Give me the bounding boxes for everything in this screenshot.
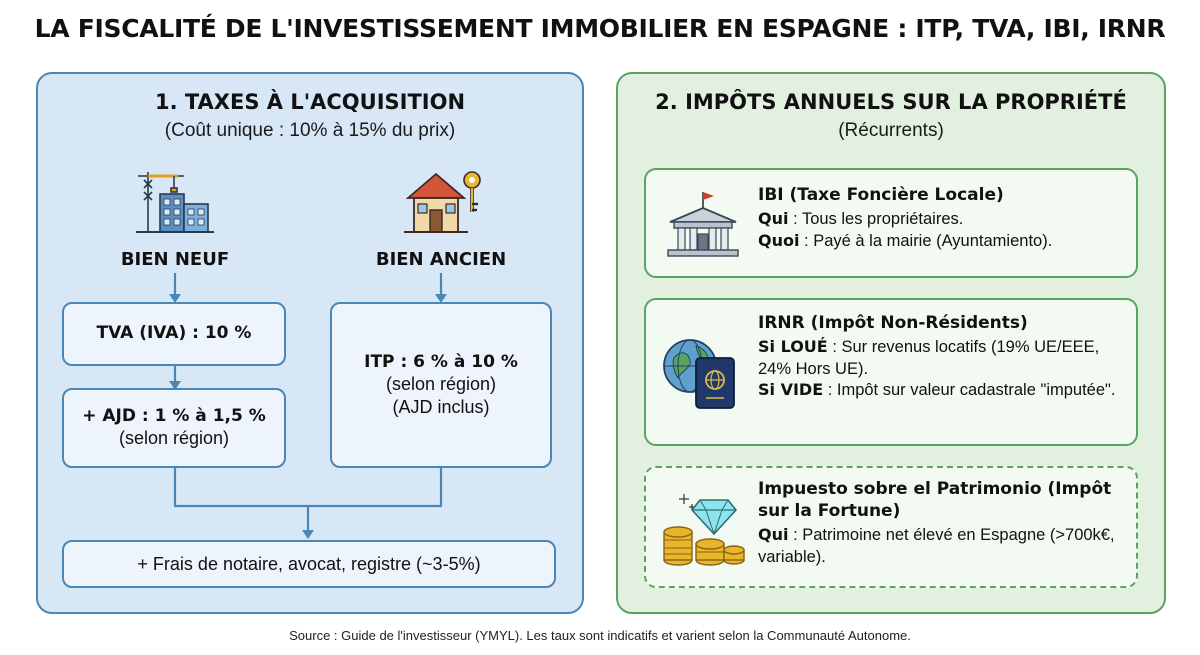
acquisition-taxes-panel: 1. TAXES À L'ACQUISITION (Coût unique : … bbox=[36, 72, 584, 614]
ajd-box: + AJD : 1 % à 1,5 % (selon région) bbox=[62, 388, 286, 468]
irnr-rented-key: Si LOUÉ bbox=[758, 337, 828, 357]
patrimonio-title: Impuesto sobre el Patrimonio (Impôt sur … bbox=[758, 479, 1112, 522]
acquisition-panel-title: 1. TAXES À L'ACQUISITION bbox=[154, 90, 466, 114]
connector-merge bbox=[173, 468, 443, 508]
arrowhead-vat bbox=[169, 294, 181, 303]
annual-panel-header: 2. IMPÔTS ANNUELS SUR LA PROPRIÉTÉ (Récu… bbox=[618, 90, 1164, 142]
old-property-label: BIEN ANCIEN bbox=[375, 249, 507, 270]
annual-taxes-panel: 2. IMPÔTS ANNUELS SUR LA PROPRIÉTÉ (Récu… bbox=[616, 72, 1166, 614]
annual-panel-subtitle: (Récurrents) bbox=[838, 120, 944, 141]
ibi-who-value: : Tous les propriétaires. bbox=[788, 210, 964, 229]
annual-panel-title: 2. IMPÔTS ANNUELS SUR LA PROPRIÉTÉ bbox=[655, 90, 1127, 114]
patrimonio-text: Impuesto sobre el Patrimonio (Impôt sur … bbox=[758, 478, 1122, 568]
arrowhead-fees bbox=[302, 530, 314, 539]
irnr-empty-line: Si VIDE : Impôt sur valeur cadastrale "i… bbox=[758, 380, 1122, 401]
ibi-what-value: : Payé à la mairie (Ayuntamiento). bbox=[799, 231, 1053, 250]
itp-note-region: (selon région) bbox=[385, 374, 497, 395]
ibi-text: IBI (Taxe Foncière Locale) Qui : Tous le… bbox=[758, 184, 1122, 252]
irnr-empty-key: Si VIDE bbox=[758, 379, 824, 399]
ibi-card: IBI (Taxe Foncière Locale) Qui : Tous le… bbox=[644, 168, 1138, 278]
construction-building-icon bbox=[136, 172, 214, 233]
patrimonio-who-key: Qui bbox=[758, 525, 789, 545]
patrimonio-who-line: Qui : Patrimoine net élevé en Espagne (>… bbox=[758, 525, 1122, 568]
irnr-rented-line: Si LOUÉ : Sur revenus locatifs (19% UE/E… bbox=[758, 337, 1122, 380]
arrowhead-itp bbox=[435, 294, 447, 303]
itp-note-ajd: (AJD inclus) bbox=[392, 396, 490, 417]
arrowhead-ajd bbox=[169, 381, 181, 390]
house-key-icon bbox=[404, 171, 481, 233]
ajd-note-text: (selon région) bbox=[118, 428, 230, 449]
irnr-card: IRNR (Impôt Non-Résidents) Si LOUÉ : Sur… bbox=[644, 298, 1138, 446]
fees-box: + Frais de notaire, avocat, registre (~3… bbox=[62, 540, 556, 588]
vat-rate-text: TVA (IVA) : 10 % bbox=[96, 323, 252, 344]
fees-text: + Frais de notaire, avocat, registre (~3… bbox=[137, 553, 481, 574]
ajd-rate-text: + AJD : 1 % à 1,5 % bbox=[82, 406, 266, 427]
flow-connectors bbox=[169, 273, 447, 539]
patrimonio-who-value: : Patrimoine net élevé en Espagne (>700k… bbox=[758, 526, 1115, 566]
patrimonio-card: Impuesto sobre el Patrimonio (Impôt sur … bbox=[644, 466, 1138, 588]
ibi-what-line: Quoi : Payé à la mairie (Ayuntamiento). bbox=[758, 231, 1122, 252]
new-property-label: BIEN NEUF bbox=[120, 249, 230, 270]
vat-box: TVA (IVA) : 10 % bbox=[62, 302, 286, 366]
irnr-title: IRNR (Impôt Non-Résidents) bbox=[758, 313, 1028, 333]
ibi-who-key: Qui bbox=[758, 209, 789, 229]
itp-box: ITP : 6 % à 10 % (selon région) (AJD inc… bbox=[330, 302, 552, 468]
town-hall-icon bbox=[667, 192, 739, 257]
acquisition-panel-subtitle: (Coût unique : 10% à 15% du prix) bbox=[164, 120, 456, 141]
acquisition-panel-header: 1. TAXES À L'ACQUISITION (Coût unique : … bbox=[38, 90, 582, 142]
globe-passport-icon bbox=[663, 339, 735, 409]
itp-rate-text: ITP : 6 % à 10 % bbox=[364, 351, 518, 372]
irnr-empty-value: : Impôt sur valeur cadastrale "imputée". bbox=[823, 380, 1116, 399]
coins-diamond-icon bbox=[663, 494, 745, 566]
source-note: Source : Guide de l'investisseur (YMYL).… bbox=[289, 628, 911, 643]
page-title: LA FISCALITÉ DE L'INVESTISSEMENT IMMOBIL… bbox=[34, 14, 1166, 43]
irnr-rented-value: : Sur revenus locatifs (19% UE/EEE, 24% … bbox=[758, 338, 1100, 378]
ibi-what-key: Quoi bbox=[758, 230, 800, 250]
ibi-title: IBI (Taxe Foncière Locale) bbox=[758, 185, 1004, 205]
irnr-text: IRNR (Impôt Non-Résidents) Si LOUÉ : Sur… bbox=[758, 312, 1122, 401]
ibi-who-line: Qui : Tous les propriétaires. bbox=[758, 209, 1122, 230]
